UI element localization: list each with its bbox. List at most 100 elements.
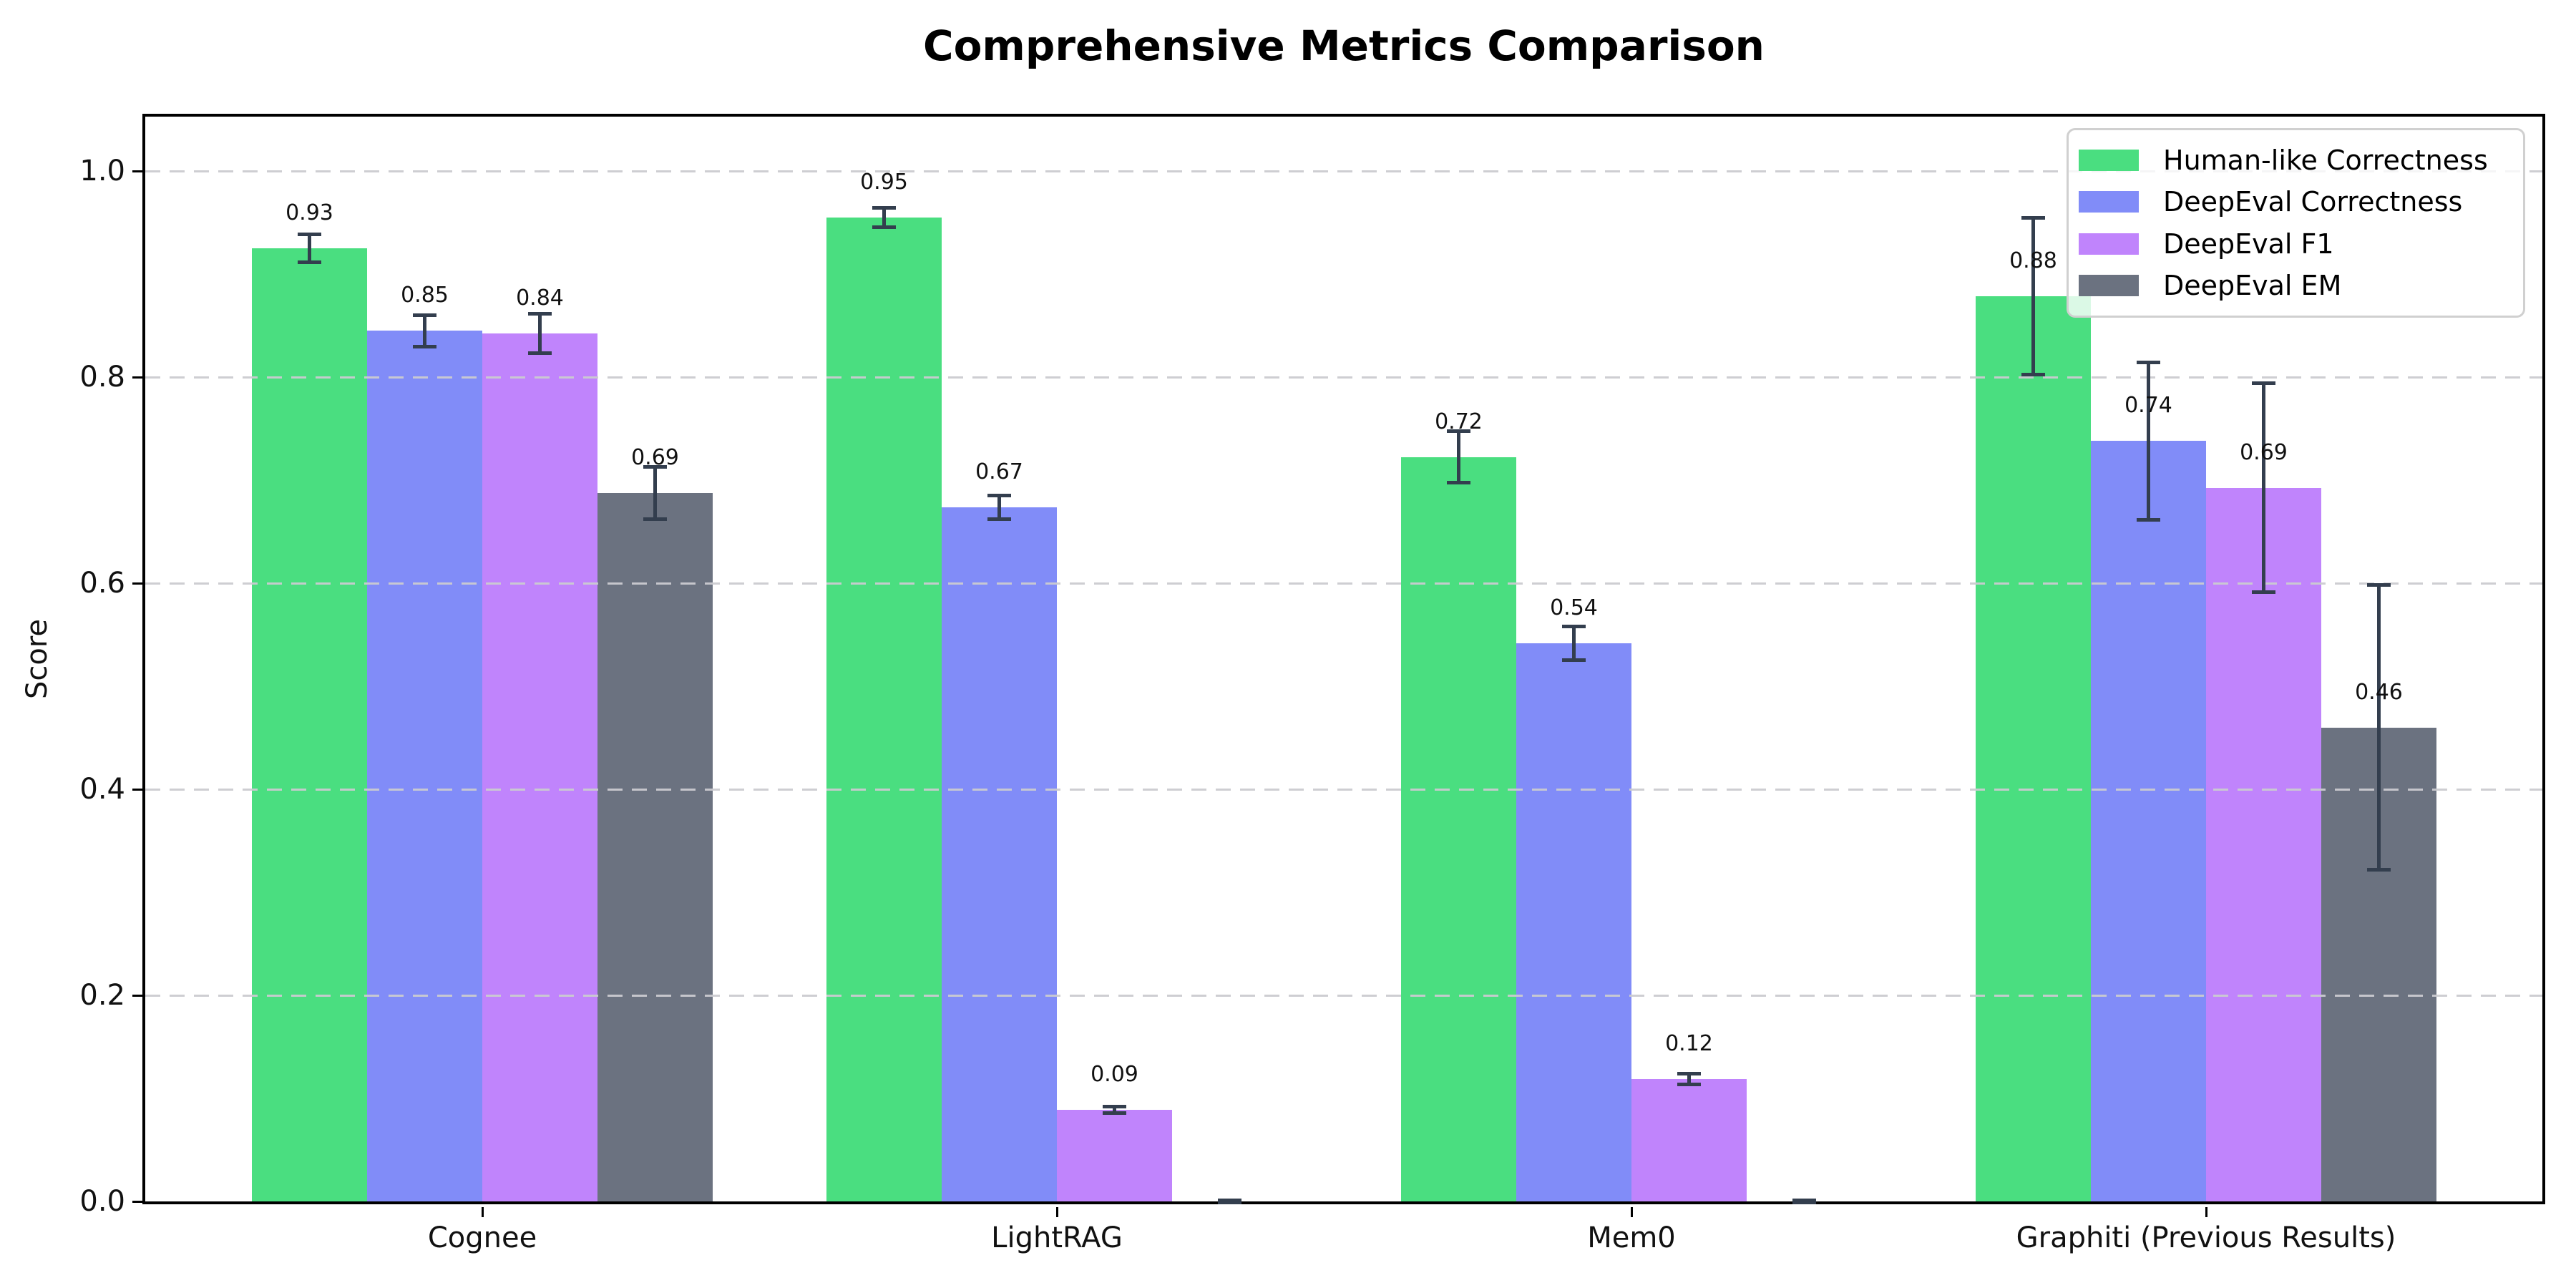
error-cap-top-mem0-deepeval-f1 bbox=[1677, 1071, 1701, 1075]
bar-mem0-deepeval-correctness bbox=[1516, 643, 1631, 1201]
error-bar-mem0-human-like-correctness bbox=[1457, 429, 1460, 485]
legend: Human-like Correctness DeepEval Correctne… bbox=[2067, 128, 2525, 318]
error-cap-top-graphiti-previous-results-deepeval-em bbox=[2367, 583, 2391, 587]
chart-title: Comprehensive Metrics Comparison bbox=[923, 21, 1765, 70]
error-cap-bottom-cognee-deepeval-f1 bbox=[528, 351, 552, 356]
gridline-0.8 bbox=[145, 376, 2542, 379]
bar-value-label-cognee-human-like-correctness: 0.93 bbox=[286, 200, 333, 226]
y-tick-1.0 bbox=[132, 170, 142, 172]
bar-lightrag-deepeval-correctness bbox=[942, 507, 1057, 1201]
y-tick-label-0.0: 0.0 bbox=[79, 1185, 125, 1218]
error-cap-top-cognee-human-like-correctness bbox=[298, 233, 321, 237]
bar-cognee-human-like-correctness bbox=[252, 248, 367, 1201]
x-tick-graphiti-previous-results bbox=[2205, 1207, 2207, 1217]
x-tick-lightrag bbox=[1055, 1207, 1058, 1217]
error-bar-cognee-deepeval-f1 bbox=[538, 311, 542, 356]
error-cap-bottom-cognee-human-like-correctness bbox=[298, 260, 321, 264]
error-cap-bottom-lightrag-deepeval-em bbox=[1218, 1201, 1241, 1205]
y-tick-label-0.2: 0.2 bbox=[79, 979, 125, 1012]
y-tick-label-0.4: 0.4 bbox=[79, 773, 125, 806]
x-tick-label-lightrag: LightRAG bbox=[991, 1221, 1123, 1254]
legend-item-deepeval-correctness: DeepEval Correctness bbox=[2079, 186, 2523, 218]
bar-lightrag-deepeval-f1 bbox=[1057, 1109, 1172, 1201]
bar-graphiti-previous-results-deepeval-correctness bbox=[2091, 441, 2206, 1201]
legend-swatch-deepeval-em bbox=[2079, 274, 2139, 296]
error-cap-bottom-graphiti-previous-results-deepeval-em bbox=[2367, 868, 2391, 872]
bar-mem0-deepeval-f1 bbox=[1631, 1078, 1747, 1201]
gridline-0.4 bbox=[145, 789, 2542, 791]
error-bar-lightrag-deepeval-f1 bbox=[1113, 1104, 1116, 1116]
x-tick-label-mem0: Mem0 bbox=[1587, 1221, 1676, 1254]
error-bar-lightrag-human-like-correctness bbox=[882, 205, 886, 229]
legend-swatch-deepeval-f1 bbox=[2079, 233, 2139, 255]
bar-cognee-deepeval-correctness bbox=[367, 331, 482, 1201]
y-tick-label-0.6: 0.6 bbox=[79, 567, 125, 600]
bar-value-label-mem0-deepeval-f1: 0.12 bbox=[1665, 1030, 1713, 1056]
error-cap-bottom-cognee-deepeval-em bbox=[643, 517, 667, 521]
error-cap-top-mem0-deepeval-em bbox=[1792, 1198, 1816, 1202]
y-tick-0.4 bbox=[132, 789, 142, 791]
error-bar-lightrag-deepeval-correctness bbox=[997, 494, 1001, 521]
y-tick-label-1.0: 1.0 bbox=[79, 155, 125, 187]
error-bar-mem0-deepeval-f1 bbox=[1687, 1071, 1691, 1086]
error-cap-top-lightrag-deepeval-correctness bbox=[987, 494, 1011, 498]
error-cap-top-graphiti-previous-results-deepeval-correctness bbox=[2137, 360, 2160, 364]
error-cap-top-mem0-deepeval-correctness bbox=[1562, 625, 1586, 629]
bar-value-label-cognee-deepeval-f1: 0.84 bbox=[516, 285, 564, 311]
error-cap-bottom-graphiti-previous-results-deepeval-correctness bbox=[2137, 517, 2160, 522]
legend-item-deepeval-f1: DeepEval F1 bbox=[2079, 228, 2523, 260]
error-cap-top-lightrag-deepeval-f1 bbox=[1103, 1104, 1126, 1108]
bar-graphiti-previous-results-deepeval-f1 bbox=[2206, 487, 2321, 1201]
error-cap-top-graphiti-previous-results-deepeval-f1 bbox=[2252, 381, 2275, 386]
error-cap-bottom-mem0-deepeval-em bbox=[1792, 1201, 1816, 1205]
legend-item-deepeval-em: DeepEval EM bbox=[2079, 270, 2523, 301]
error-cap-bottom-mem0-deepeval-f1 bbox=[1677, 1082, 1701, 1086]
bar-value-label-lightrag-deepeval-f1: 0.09 bbox=[1091, 1061, 1138, 1087]
error-cap-bottom-graphiti-previous-results-human-like-correctness bbox=[2021, 373, 2045, 377]
legend-label-deepeval-correctness: DeepEval Correctness bbox=[2163, 186, 2463, 218]
x-tick-label-graphiti-previous-results: Graphiti (Previous Results) bbox=[2016, 1221, 2396, 1254]
error-cap-top-lightrag-human-like-correctness bbox=[872, 205, 896, 210]
error-cap-top-mem0-human-like-correctness bbox=[1447, 429, 1470, 433]
y-tick-0.2 bbox=[132, 995, 142, 997]
error-bar-graphiti-previous-results-deepeval-f1 bbox=[2262, 381, 2265, 595]
error-cap-bottom-lightrag-human-like-correctness bbox=[872, 225, 896, 229]
error-bar-cognee-human-like-correctness bbox=[308, 233, 311, 264]
x-tick-cognee bbox=[481, 1207, 484, 1217]
y-tick-label-0.8: 0.8 bbox=[79, 361, 125, 394]
error-bar-cognee-deepeval-correctness bbox=[423, 313, 426, 348]
error-cap-top-cognee-deepeval-em bbox=[643, 465, 667, 469]
error-cap-bottom-graphiti-previous-results-deepeval-f1 bbox=[2252, 590, 2275, 595]
y-tick-0.6 bbox=[132, 582, 142, 585]
error-cap-top-graphiti-previous-results-human-like-correctness bbox=[2021, 215, 2045, 220]
bar-lightrag-human-like-correctness bbox=[826, 217, 942, 1201]
legend-label-deepeval-em: DeepEval EM bbox=[2163, 269, 2342, 301]
y-tick-0.8 bbox=[132, 376, 142, 379]
x-tick-mem0 bbox=[1630, 1207, 1633, 1217]
legend-swatch-human-like-correctness bbox=[2079, 150, 2139, 172]
bar-value-label-mem0-human-like-correctness: 0.72 bbox=[1435, 409, 1483, 434]
error-cap-top-lightrag-deepeval-em bbox=[1218, 1198, 1241, 1202]
bar-graphiti-previous-results-human-like-correctness bbox=[1976, 296, 2091, 1201]
gridline-0.6 bbox=[145, 582, 2542, 585]
error-bar-cognee-deepeval-em bbox=[653, 465, 657, 521]
error-bar-mem0-deepeval-correctness bbox=[1572, 625, 1576, 663]
bar-value-label-graphiti-previous-results-deepeval-f1: 0.69 bbox=[2240, 439, 2288, 465]
y-tick-0.0 bbox=[132, 1201, 142, 1203]
bar-value-label-graphiti-previous-results-deepeval-correctness: 0.74 bbox=[2124, 393, 2172, 419]
gridline-0.2 bbox=[145, 995, 2542, 997]
bar-cognee-deepeval-em bbox=[597, 493, 713, 1201]
bar-mem0-human-like-correctness bbox=[1401, 457, 1516, 1201]
legend-swatch-deepeval-correctness bbox=[2079, 191, 2139, 213]
error-bar-graphiti-previous-results-human-like-correctness bbox=[2031, 215, 2035, 377]
error-cap-bottom-mem0-human-like-correctness bbox=[1447, 481, 1470, 485]
legend-label-deepeval-f1: DeepEval F1 bbox=[2163, 228, 2334, 260]
error-bar-graphiti-previous-results-deepeval-em bbox=[2377, 583, 2381, 872]
legend-label-human-like-correctness: Human-like Correctness bbox=[2163, 145, 2488, 177]
bar-value-label-lightrag-deepeval-correctness: 0.67 bbox=[975, 459, 1023, 485]
bar-value-label-graphiti-previous-results-human-like-correctness: 0.88 bbox=[2009, 248, 2057, 273]
bar-value-label-lightrag-human-like-correctness: 0.95 bbox=[860, 169, 908, 195]
error-bar-graphiti-previous-results-deepeval-correctness bbox=[2147, 360, 2150, 522]
bar-value-label-graphiti-previous-results-deepeval-em: 0.46 bbox=[2355, 679, 2403, 705]
